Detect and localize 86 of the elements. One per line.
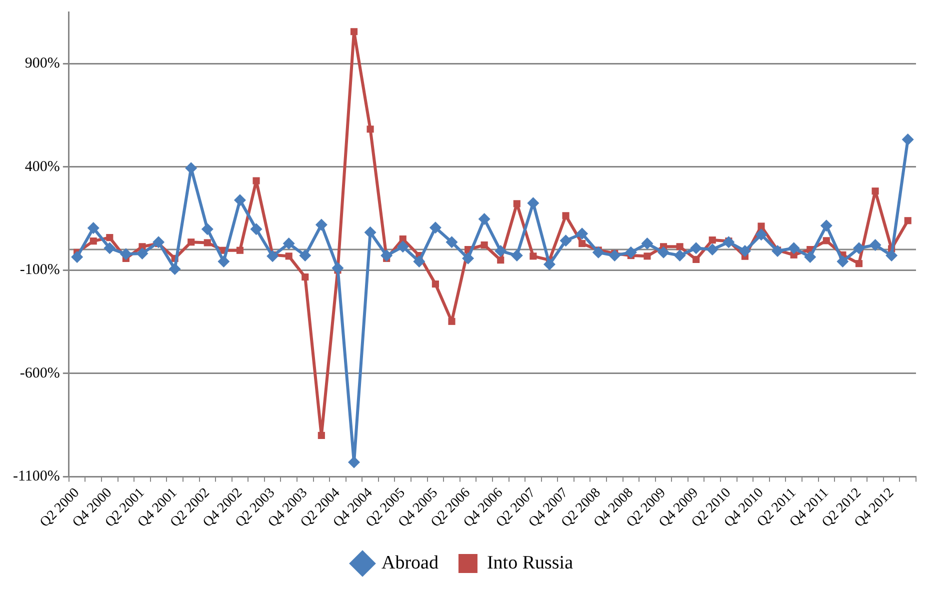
point xyxy=(152,236,165,248)
point xyxy=(90,238,97,245)
point xyxy=(869,238,882,251)
point xyxy=(624,246,637,258)
y-tick-label: 900% xyxy=(24,56,60,72)
point xyxy=(578,240,586,248)
y-tick-label: 400% xyxy=(24,158,60,175)
point xyxy=(366,126,374,133)
point xyxy=(608,250,621,262)
point xyxy=(530,252,537,260)
point xyxy=(448,318,456,325)
point xyxy=(71,250,84,263)
point xyxy=(236,246,244,254)
point xyxy=(429,222,442,234)
point xyxy=(722,236,735,248)
point xyxy=(380,250,393,262)
point xyxy=(396,240,409,253)
point xyxy=(755,228,768,241)
point xyxy=(413,256,426,268)
y-tick-label: -1100% xyxy=(12,468,60,485)
point xyxy=(674,250,686,262)
point xyxy=(562,212,570,220)
point xyxy=(106,234,114,242)
point xyxy=(315,218,328,231)
point xyxy=(706,244,718,256)
point xyxy=(348,456,360,468)
point xyxy=(234,194,246,206)
point xyxy=(513,200,520,208)
point xyxy=(836,256,849,268)
point xyxy=(772,244,784,257)
point xyxy=(218,256,230,268)
point xyxy=(592,246,604,258)
point xyxy=(462,252,474,264)
point xyxy=(364,226,376,238)
point xyxy=(820,220,832,232)
point xyxy=(658,246,670,258)
point xyxy=(136,247,148,260)
point xyxy=(201,223,214,236)
point xyxy=(432,280,439,288)
point xyxy=(478,212,490,225)
point xyxy=(738,244,751,257)
y-tick-label: -100% xyxy=(20,262,60,278)
point xyxy=(788,242,800,254)
point xyxy=(188,238,195,246)
point xyxy=(886,250,898,262)
point xyxy=(692,256,700,263)
point xyxy=(332,262,344,274)
point xyxy=(543,258,556,270)
point xyxy=(480,241,488,249)
point xyxy=(87,222,100,234)
point xyxy=(902,133,914,146)
point xyxy=(318,432,325,439)
point xyxy=(282,238,295,250)
point xyxy=(494,244,507,257)
point xyxy=(560,234,572,247)
point xyxy=(299,250,312,262)
point xyxy=(855,260,863,268)
point xyxy=(104,242,116,254)
point xyxy=(904,217,912,224)
point xyxy=(676,243,684,250)
y-tick-label: -600% xyxy=(20,365,60,382)
point xyxy=(302,273,309,281)
point xyxy=(872,188,879,195)
legend-label: Into Russia xyxy=(486,552,574,574)
point xyxy=(641,238,654,250)
point xyxy=(120,248,132,260)
point xyxy=(644,252,651,260)
point xyxy=(576,228,588,240)
point xyxy=(204,239,211,246)
point xyxy=(527,197,540,210)
point xyxy=(266,250,279,262)
point xyxy=(168,262,181,275)
point xyxy=(822,237,830,244)
legend-label: Abroad xyxy=(381,552,439,574)
point xyxy=(350,28,358,36)
point xyxy=(446,236,458,248)
point xyxy=(758,222,765,230)
point xyxy=(690,242,702,254)
point xyxy=(252,177,260,184)
point xyxy=(708,236,716,244)
point xyxy=(250,223,262,236)
point xyxy=(510,250,523,262)
point xyxy=(497,256,504,264)
point xyxy=(852,242,865,254)
point xyxy=(804,250,816,263)
point xyxy=(285,252,292,260)
